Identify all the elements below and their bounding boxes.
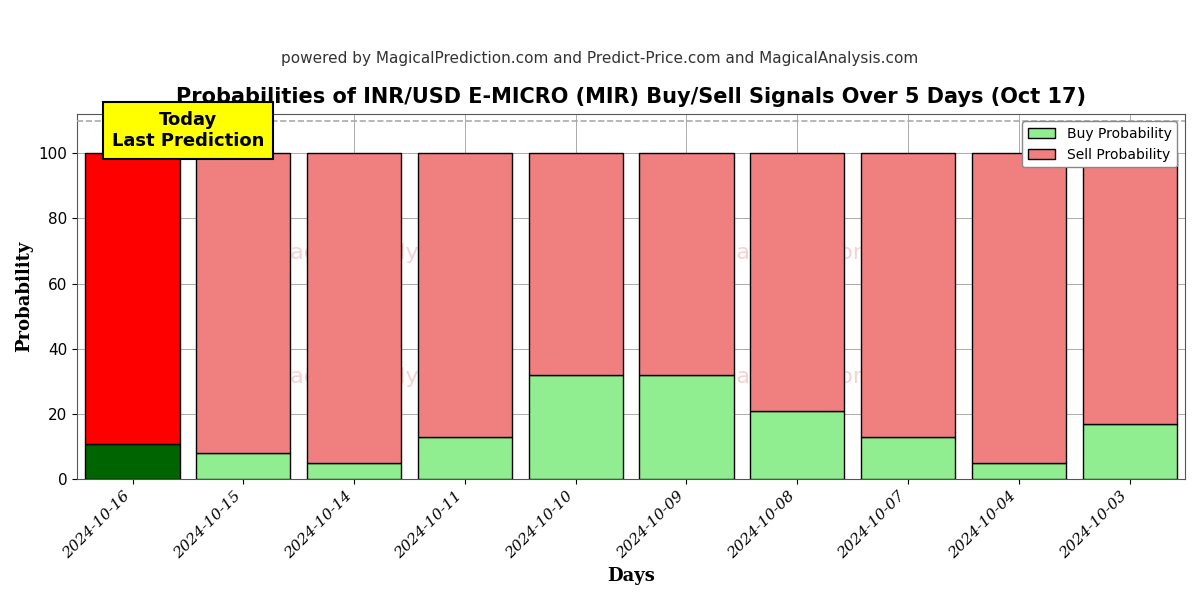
Bar (640, 375, 733, 479)
Bar (307, 463, 401, 479)
Bar (1082, 153, 1177, 424)
Bar (640, 153, 733, 375)
Bar (85, 153, 180, 443)
Bar (529, 375, 623, 479)
Bar (860, 437, 955, 479)
Bar (972, 153, 1066, 463)
Legend: Buy Probability, Sell Probability: Buy Probability, Sell Probability (1022, 121, 1177, 167)
Bar (418, 153, 512, 437)
X-axis label: Days: Days (607, 567, 655, 585)
Bar (750, 153, 845, 411)
Text: powered by MagicalPrediction.com and Predict-Price.com and MagicalAnalysis.com: powered by MagicalPrediction.com and Pre… (281, 51, 919, 66)
Bar (529, 153, 623, 375)
Bar (860, 153, 955, 437)
Bar (972, 463, 1066, 479)
Text: Today
Last Prediction: Today Last Prediction (112, 111, 264, 150)
Text: MagicalAnalysis.com: MagicalAnalysis.com (271, 367, 503, 387)
Text: MagicalPrediction.com: MagicalPrediction.com (672, 243, 923, 263)
Y-axis label: Probability: Probability (14, 241, 32, 352)
Title: Probabilities of INR/USD E-MICRO (MIR) Buy/Sell Signals Over 5 Days (Oct 17): Probabilities of INR/USD E-MICRO (MIR) B… (176, 87, 1086, 107)
Bar (750, 411, 845, 479)
Bar (85, 443, 180, 479)
Bar (307, 153, 401, 463)
Bar (197, 454, 290, 479)
Bar (1082, 424, 1177, 479)
Bar (418, 437, 512, 479)
Text: MagicalAnalysis.com: MagicalAnalysis.com (271, 243, 503, 263)
Text: MagicalPrediction.com: MagicalPrediction.com (672, 367, 923, 387)
Bar (197, 153, 290, 454)
